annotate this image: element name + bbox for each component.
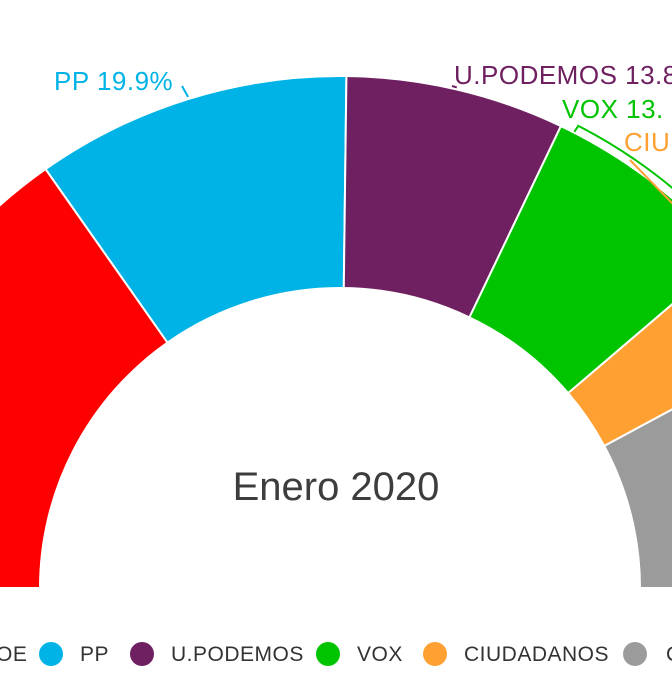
legend-label-psoe: OE	[0, 643, 27, 666]
legend-swatch-podemos	[130, 642, 154, 666]
legend-label-ciudadanos: CIUDADANOS	[464, 643, 609, 666]
leader-podemos	[451, 85, 458, 89]
legend-label-pp: PP	[80, 643, 109, 666]
leader-ciudadanos	[629, 159, 672, 205]
leader-vox	[573, 124, 672, 190]
center-label: Enero 2020	[233, 465, 440, 509]
legend-label-vox: VOX	[357, 643, 403, 666]
callout-vox: VOX 13.	[562, 94, 664, 124]
slice-vox	[468, 124, 672, 395]
legend-swatch-ciudadanos	[423, 642, 447, 666]
slice-ciudadanos	[566, 303, 672, 448]
slice-otros	[602, 408, 672, 589]
legend-swatch-otros	[623, 642, 647, 666]
legend-swatch-pp	[39, 642, 63, 666]
legend-swatch-vox	[316, 642, 340, 666]
leader-pp	[181, 85, 189, 98]
legend: OE PP U.PODEMOS VOX CIUDADANOS C	[0, 642, 672, 666]
legend-label-podemos: U.PODEMOS	[171, 643, 304, 666]
callout-podemos: U.PODEMOS 13.8	[454, 60, 672, 90]
callout-ciudadanos: CIU	[624, 127, 670, 157]
legend-label-otros: C	[666, 643, 672, 666]
callout-pp: PP 19.9%	[54, 66, 173, 96]
chart-slices	[0, 75, 672, 589]
slice-psoe	[0, 167, 169, 589]
callout-leaders	[181, 85, 672, 205]
